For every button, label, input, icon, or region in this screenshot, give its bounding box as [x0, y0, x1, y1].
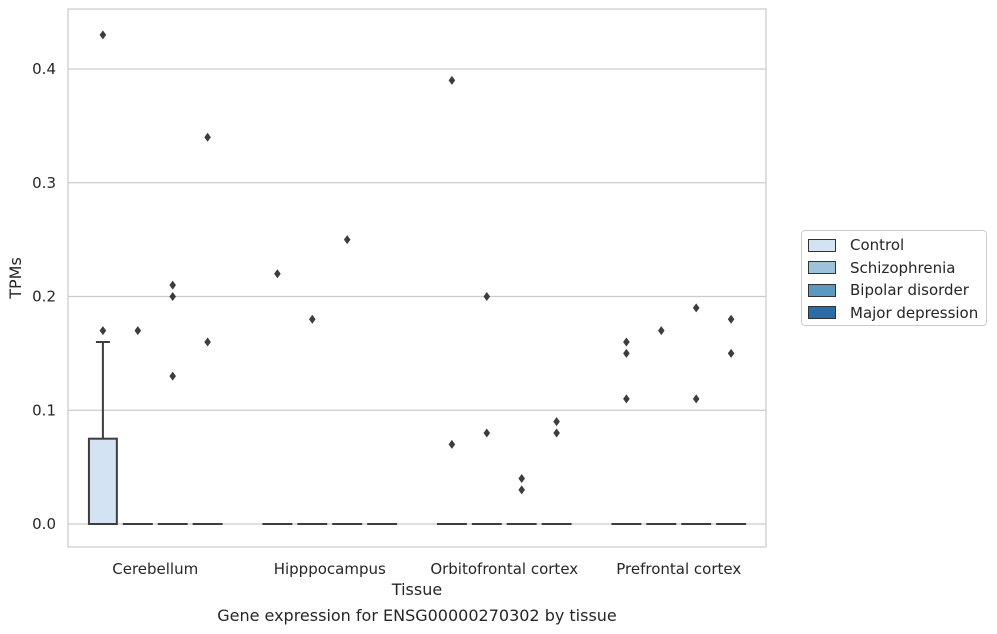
legend-label: Bipolar disorder [850, 281, 969, 299]
outlier-point [518, 485, 525, 495]
y-tick-label: 0.3 [32, 174, 56, 192]
outlier-point [623, 394, 630, 404]
outlier-point [169, 292, 176, 301]
box-cerebellum-control [87, 341, 118, 525]
x-tick-label-hipppocampus: Hipppocampus [274, 560, 386, 578]
legend-label: Major depression [850, 303, 979, 322]
outlier-point [623, 348, 630, 358]
legend-swatch [808, 238, 836, 252]
outlier-point [553, 428, 560, 438]
legend-swatch [808, 261, 836, 274]
box-plot-series [87, 341, 747, 526]
legend: Control Schizophrenia Bipolar disorder Majo… [801, 230, 987, 326]
y-tick-label: 0.4 [32, 60, 56, 78]
box-body [87, 437, 118, 525]
outlier-point [483, 292, 491, 301]
x-tick-label-cerebellum: Cerebellum [112, 560, 198, 578]
outlier-point [658, 326, 665, 336]
outlier-point [727, 314, 735, 324]
outlier-point [99, 326, 107, 336]
outlier-point [623, 337, 630, 347]
outlier-point [204, 132, 211, 142]
legend-label: Control [850, 236, 905, 254]
outlier-point [692, 394, 700, 404]
outlier-point [553, 417, 560, 427]
outlier-point [274, 269, 281, 279]
y-tick-label: 0.2 [32, 288, 56, 306]
y-axis-title: TPMs [6, 257, 25, 300]
chart-caption: Gene expression for ENSG00000270302 by t… [217, 606, 617, 625]
legend-item-major-depression: Major depression [808, 303, 978, 323]
outlier-point [727, 348, 735, 358]
outlier-point [99, 30, 107, 40]
legend-label: Schizophrenia [850, 258, 956, 277]
y-tick-label: 0.0 [32, 515, 56, 533]
legend-swatch [808, 283, 836, 297]
outlier-point [169, 371, 176, 381]
x-tick-label-prefrontal-cortex: Prefrontal cortex [616, 560, 741, 578]
y-tick-label: 0.1 [32, 401, 56, 419]
plot-area-frame [67, 8, 767, 548]
y-tick-labels: 0.0 0.1 0.2 0.3 0.4 [32, 60, 56, 533]
legend-item-bipolar-disorder: Bipolar disorder [808, 280, 969, 300]
legend-item-schizophrenia: Schizophrenia [808, 258, 955, 278]
outlier-point [483, 428, 491, 438]
x-tick-label-orbitofrontal-cortex: Orbitofrontal cortex [430, 560, 578, 578]
outlier-point [204, 337, 211, 347]
outlier-point [343, 235, 351, 245]
x-tick-labels: Cerebellum Hipppocampus Orbitofrontal cort… [112, 560, 741, 578]
legend-swatch [808, 306, 836, 319]
outlier-point [309, 314, 316, 324]
outlier-points [99, 30, 735, 495]
outlier-point [518, 474, 525, 483]
x-axis-title: Tissue [391, 580, 442, 599]
legend-item-control: Control [808, 235, 904, 255]
outlier-point [169, 280, 176, 290]
outlier-point [448, 439, 456, 449]
outlier-point [134, 326, 142, 336]
outlier-point [692, 303, 700, 313]
outlier-point [448, 75, 456, 85]
